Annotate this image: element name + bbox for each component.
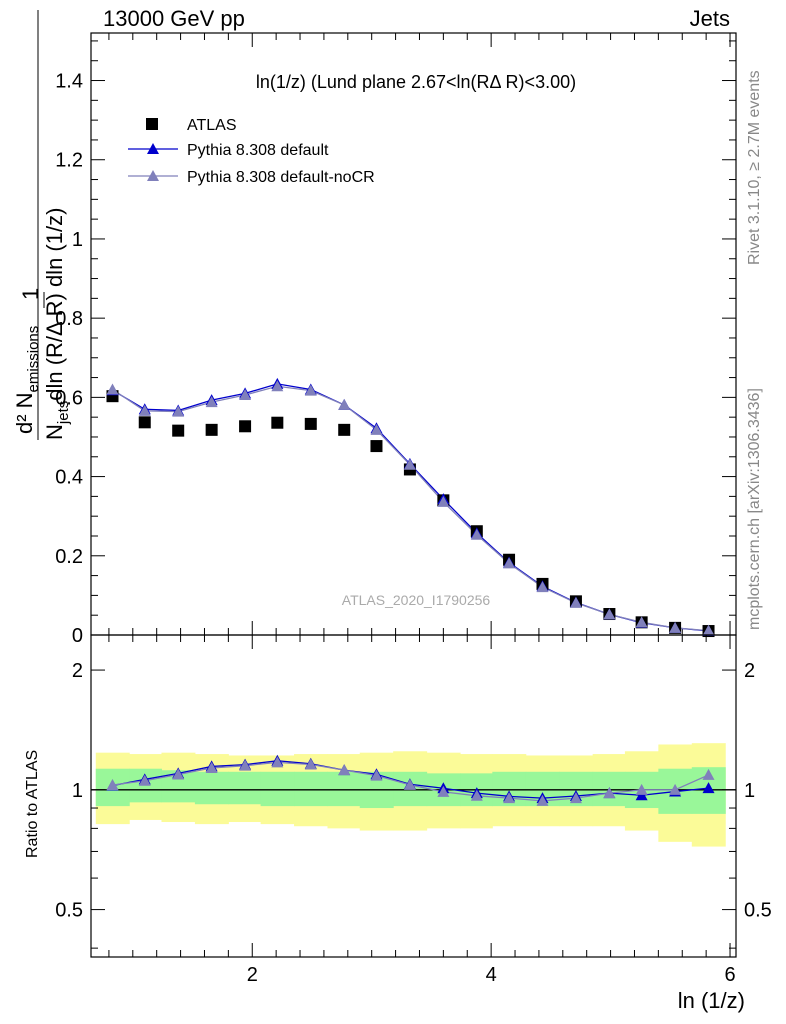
ratio-marker-1 xyxy=(536,794,549,806)
pythia-marker-2 xyxy=(106,383,119,395)
legend-marker-pythia-nocr xyxy=(147,170,159,181)
ratio-marker-1 xyxy=(437,785,450,797)
ratio-marker-1 xyxy=(304,758,317,770)
pythia-marker-2 xyxy=(470,528,483,540)
plot-title: ln(1/z) (Lund plane 2.67<ln(RΔ R)<3.00) xyxy=(256,72,576,92)
ratio-marker-1 xyxy=(403,778,416,790)
pythia-marker-2 xyxy=(239,388,252,400)
ratio-marker-1 xyxy=(271,756,284,768)
ratio-ytick-labels: 0.5 0.5 1 1 2 2 xyxy=(55,660,772,922)
pythia-marker-2 xyxy=(205,396,218,408)
ratio-ytick-label-right: 2 xyxy=(744,660,755,682)
x-tick-label: 6 xyxy=(724,964,735,986)
ratio-marker-1 xyxy=(669,783,682,795)
ratio-ytick-label-left: 1 xyxy=(72,780,83,802)
main-plot-ticks xyxy=(91,33,736,636)
ratio-marker-1 xyxy=(106,779,119,791)
main-plot-ytick-labels: 0 0.2 0.4 0.6 0.8 1 1.2 1.4 xyxy=(55,71,83,647)
ratio-ytick-label-left: 0.5 xyxy=(55,900,83,922)
ratio-ytick-label-right: 1 xyxy=(744,780,755,802)
legend-label-atlas: ATLAS xyxy=(187,117,237,134)
inner-uncertainty-band xyxy=(294,771,328,807)
inner-uncertainty-band xyxy=(194,771,229,805)
ratio-marker-0 xyxy=(702,782,715,794)
main-ytick-label: 0.2 xyxy=(55,546,83,568)
main-ytick-label: 1.2 xyxy=(55,150,83,172)
x-tick-label: 4 xyxy=(486,964,497,986)
main-ytick-label: 0 xyxy=(72,625,83,647)
main-plot-markers xyxy=(106,377,715,638)
ratio-markers xyxy=(106,754,715,806)
x-tick-labels: 2 4 6 xyxy=(247,964,736,986)
pythia-marker-2 xyxy=(635,616,648,628)
legend-label-pythia-nocr: Pythia 8.308 default-noCR xyxy=(187,169,375,186)
pythia-marker-2 xyxy=(403,458,416,470)
legend-label-pythia-default: Pythia 8.308 default xyxy=(187,142,329,159)
ratio-plot-ticks xyxy=(91,635,736,957)
pythia-marker-2 xyxy=(271,380,284,392)
pythia-marker-2 xyxy=(669,621,682,633)
atlas-data-point xyxy=(239,420,252,433)
pythia-marker-2 xyxy=(338,398,351,410)
ratio-ytick-label-right: 0.5 xyxy=(744,900,772,922)
main-ytick-label: 0.4 xyxy=(55,467,83,489)
main-ytick-label: 0.6 xyxy=(55,387,83,409)
ratio-y-axis-title: Ratio to ATLAS xyxy=(24,750,41,858)
pythia-marker-2 xyxy=(304,384,317,396)
main-ytick-label: 1.4 xyxy=(55,71,83,93)
main-y-axis-title: 1 xyxy=(18,288,45,308)
atlas-data-point xyxy=(271,416,284,429)
atlas-data-point xyxy=(172,424,185,437)
inner-uncertainty-band xyxy=(327,771,361,807)
ratio-ytick-label-left: 2 xyxy=(72,660,83,682)
ratio-marker-1 xyxy=(503,792,516,804)
pythia-marker-2 xyxy=(503,557,516,569)
pythia-marker-2 xyxy=(437,495,450,507)
ratio-plot-panel: 0.5 0.5 1 1 2 2 2 4 6 Ratio to ATLAS ln (1/z) xyxy=(24,634,772,1013)
ratio-marker-1 xyxy=(205,761,218,773)
pythia-marker-2 xyxy=(172,405,185,417)
atlas-data-point xyxy=(138,416,151,429)
ratio-marker-1 xyxy=(603,787,616,799)
legend: ATLAS Pythia 8.308 default Pythia 8.308 … xyxy=(128,117,375,186)
inner-uncertainty-band xyxy=(228,771,262,805)
legend-marker-pythia-default xyxy=(147,143,159,154)
analysis-watermark: ATLAS_2020_I1790256 xyxy=(342,592,491,608)
ratio-plot-frame xyxy=(90,634,737,958)
svg-text:1: 1 xyxy=(18,288,43,300)
header-process-label: Jets xyxy=(689,6,730,31)
ratio-marker-1 xyxy=(702,768,715,780)
ratio-marker-1 xyxy=(635,783,648,795)
main-ytick-label: 0.8 xyxy=(55,308,83,330)
pythia-marker-2 xyxy=(370,423,383,435)
ratio-marker-1 xyxy=(239,759,252,771)
atlas-data-point xyxy=(205,423,218,436)
ratio-marker-1 xyxy=(569,792,582,804)
ratio-marker-1 xyxy=(138,774,151,786)
legend-marker-atlas xyxy=(146,118,158,130)
pythia-marker-2 xyxy=(569,596,582,608)
atlas-data-point xyxy=(304,417,317,430)
ratio-marker-1 xyxy=(338,764,351,776)
main-ytick-label: 1 xyxy=(72,229,83,251)
atlas-data-point xyxy=(338,423,351,436)
ratio-marker-1 xyxy=(172,768,185,780)
pythia-marker-2 xyxy=(138,404,151,416)
pythia-marker-2 xyxy=(603,608,616,620)
main-plot-panel: 0 0.2 0.4 0.6 0.8 1 1.2 1.4 ln(1/z) (Lund plane… xyxy=(12,10,737,647)
pythia-marker-2 xyxy=(702,624,715,636)
pythia-marker-2 xyxy=(536,581,549,593)
ratio-uncertainty-bands xyxy=(95,743,726,847)
header-energy-label: 13000 GeV pp xyxy=(103,6,245,31)
ratio-marker-1 xyxy=(370,769,383,781)
ratio-marker-1 xyxy=(470,789,483,801)
x-tick-label: 2 xyxy=(247,964,258,986)
inner-uncertainty-band xyxy=(260,771,295,807)
atlas-data-point xyxy=(370,440,383,453)
x-axis-title: ln (1/z) xyxy=(678,988,745,1013)
